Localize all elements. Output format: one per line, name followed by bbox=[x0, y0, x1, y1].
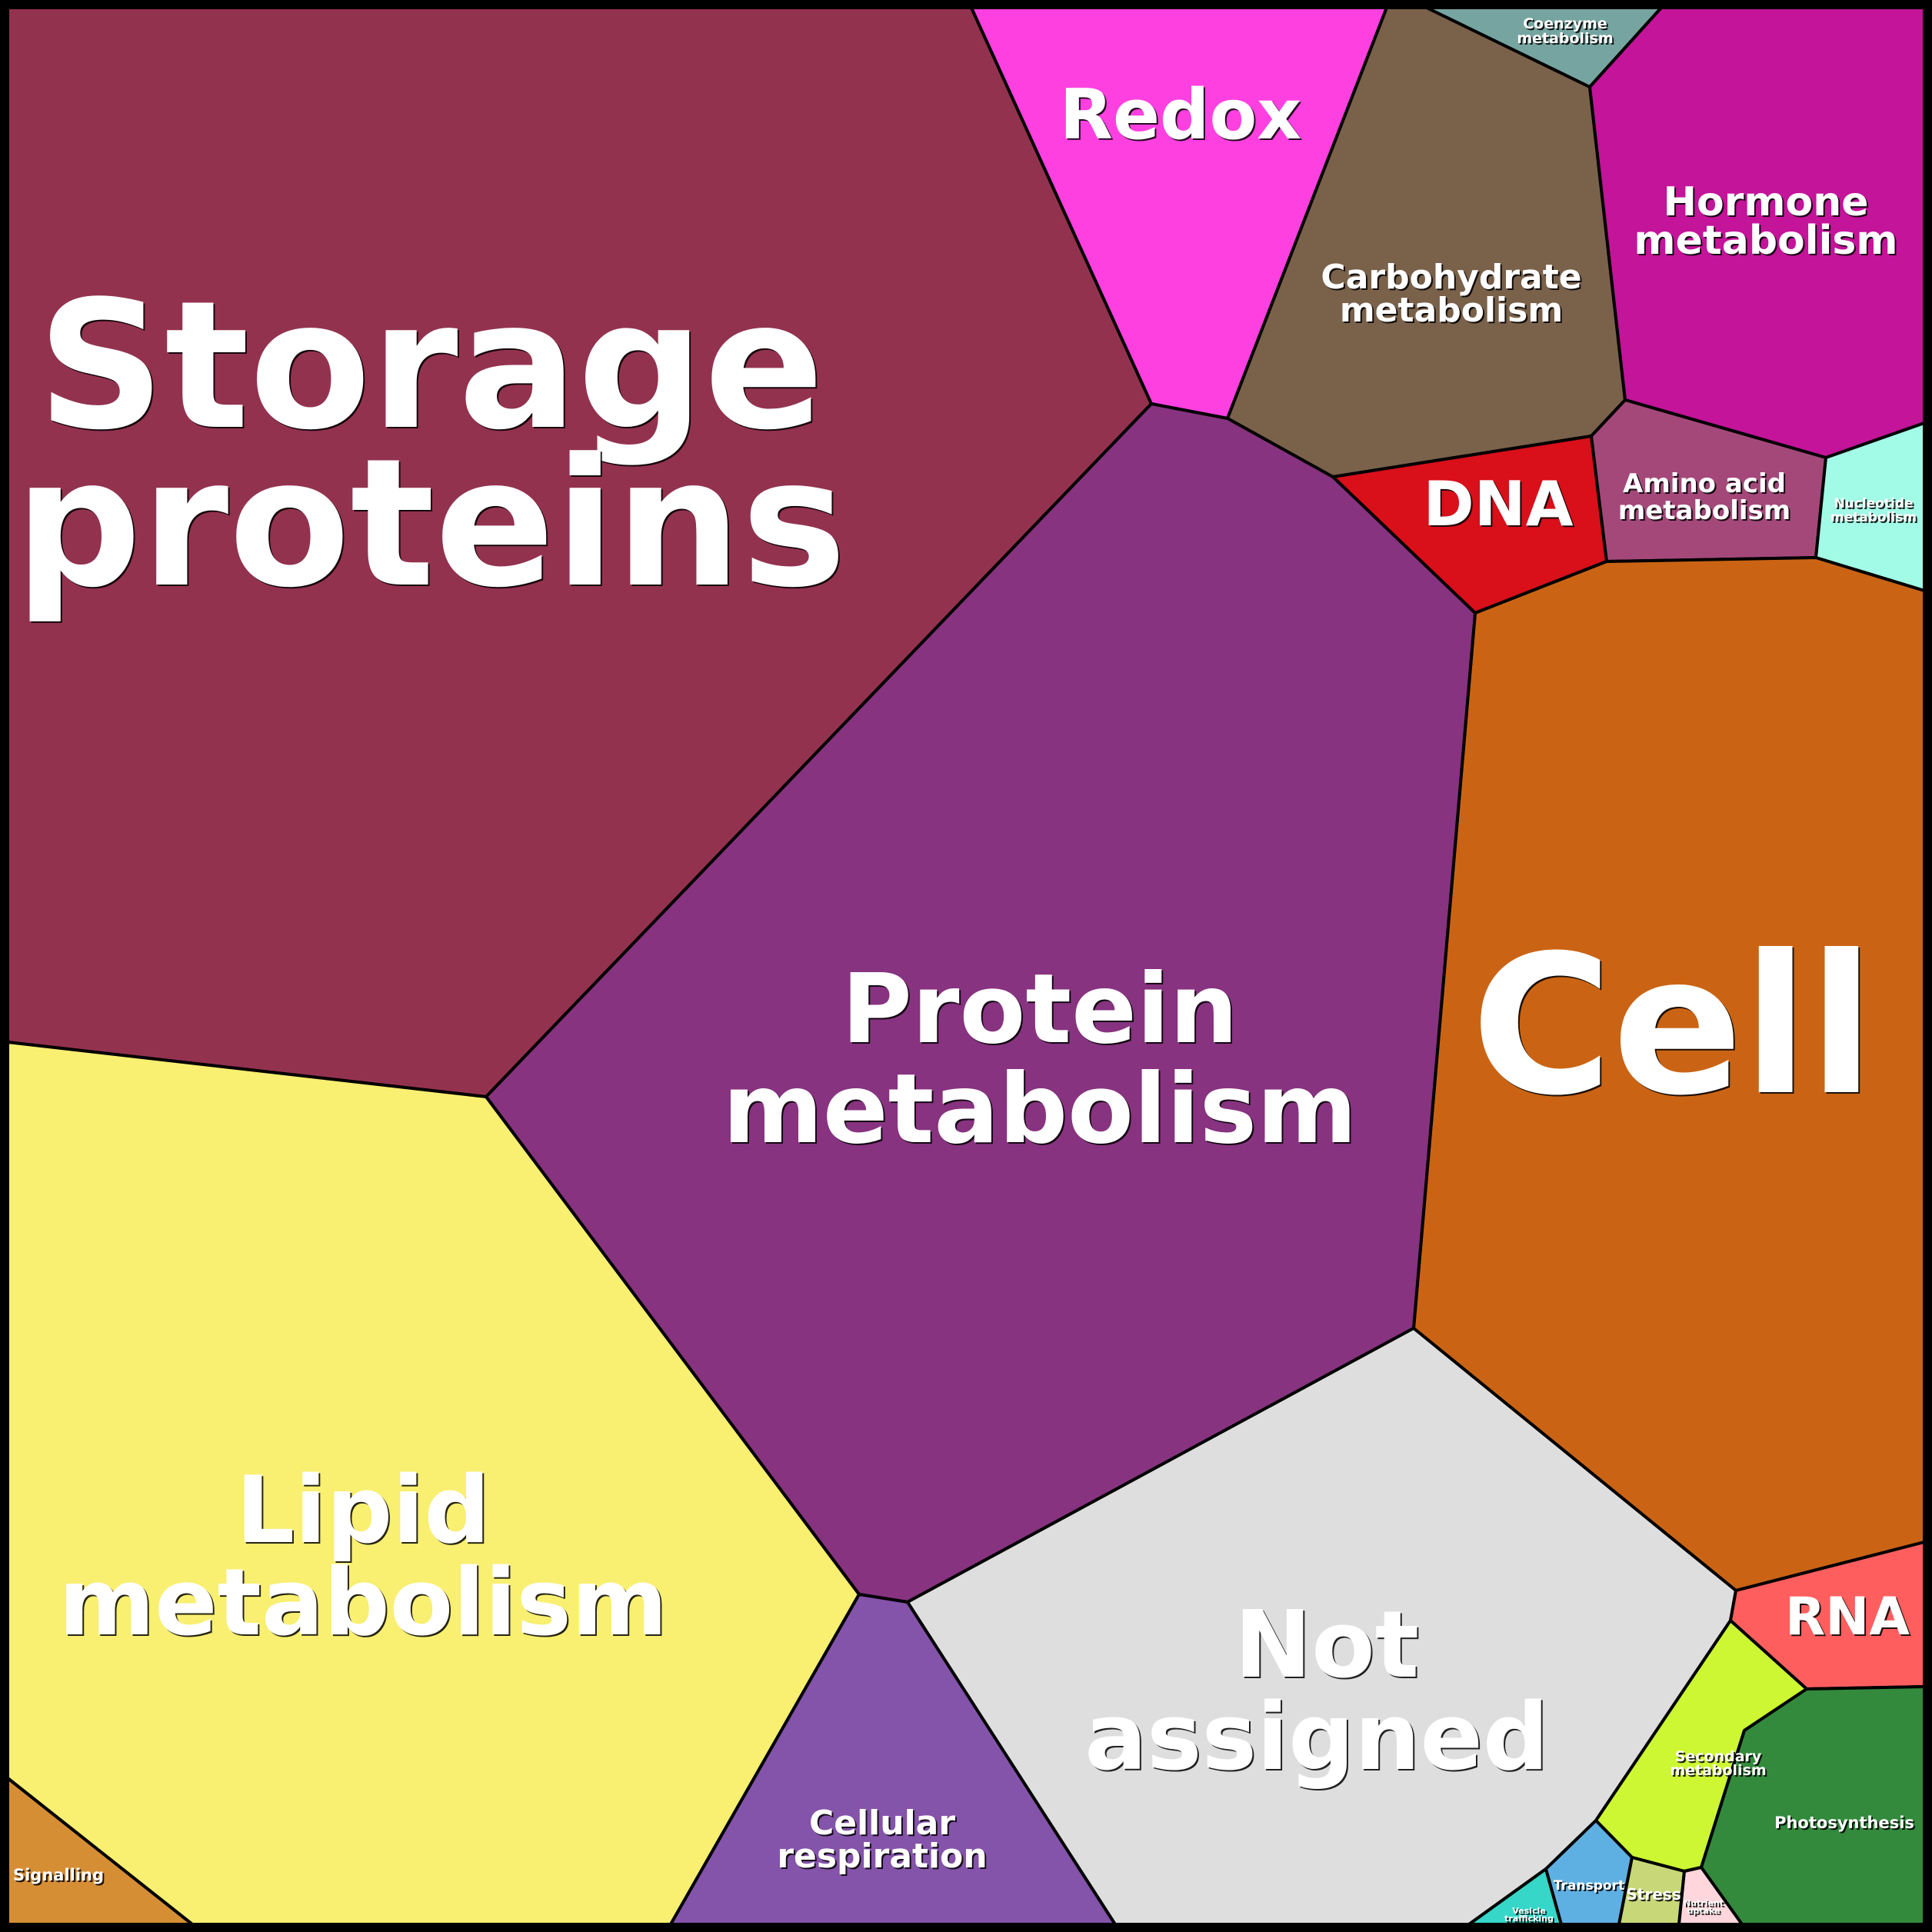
cell-nutrient-uptake bbox=[1677, 1866, 1744, 1926]
label-cellular-respiration: Cellular bbox=[809, 1804, 955, 1843]
label-coenzyme-metabolism: metabolism bbox=[1517, 30, 1613, 47]
label-lipid-metabolism: metabolism bbox=[58, 1550, 668, 1657]
label-photosynthesis: Photosynthesis bbox=[1774, 1814, 1914, 1832]
label-secondary-metabolism: metabolism bbox=[1670, 1762, 1766, 1779]
label-carbohydrate-metabolism: metabolism bbox=[1340, 291, 1563, 330]
label-coenzyme-metabolism: Coenzyme bbox=[1523, 15, 1607, 32]
label-secondary-metabolism: Secondary bbox=[1675, 1748, 1762, 1765]
label-transport: Transport bbox=[1554, 1878, 1624, 1894]
label-not-assigned: assigned bbox=[1084, 1684, 1549, 1791]
label-rna: RNA bbox=[1785, 1587, 1910, 1647]
label-storage-proteins: Storage bbox=[38, 264, 824, 469]
label-redox: Redox bbox=[1060, 75, 1302, 155]
label-amino-acid-metabolism: Amino acid bbox=[1623, 468, 1786, 499]
label-not-assigned: Not bbox=[1234, 1592, 1419, 1699]
cell-signalling bbox=[6, 1777, 194, 1926]
label-cellular-respiration: respiration bbox=[777, 1837, 987, 1876]
label-cell: Cell bbox=[1471, 914, 1874, 1138]
label-nutrient-uptake: Nutrient bbox=[1684, 1898, 1724, 1908]
label-signalling: Signalling bbox=[13, 1866, 104, 1884]
label-dna: DNA bbox=[1423, 468, 1573, 540]
label-protein-metabolism: Protein bbox=[841, 954, 1238, 1065]
label-nucleotide-metabolism: Nucleotide bbox=[1834, 496, 1913, 511]
label-storage-proteins: proteins bbox=[15, 421, 847, 627]
label-stress: Stress bbox=[1626, 1885, 1681, 1904]
label-nucleotide-metabolism: metabolism bbox=[1830, 510, 1917, 525]
label-vesicle-trafficking: Vesicle bbox=[1512, 1906, 1545, 1916]
label-hormone-metabolism: Hormone bbox=[1663, 179, 1868, 225]
label-hormone-metabolism: metabolism bbox=[1634, 218, 1897, 264]
label-amino-acid-metabolism: metabolism bbox=[1618, 495, 1790, 526]
label-lipid-metabolism: Lipid bbox=[236, 1457, 491, 1564]
label-vesicle-trafficking: trafficking bbox=[1504, 1914, 1554, 1924]
label-carbohydrate-metabolism: Carbohydrate bbox=[1321, 258, 1581, 297]
label-nutrient-uptake: uptake bbox=[1687, 1906, 1720, 1916]
label-protein-metabolism: metabolism bbox=[723, 1054, 1357, 1165]
